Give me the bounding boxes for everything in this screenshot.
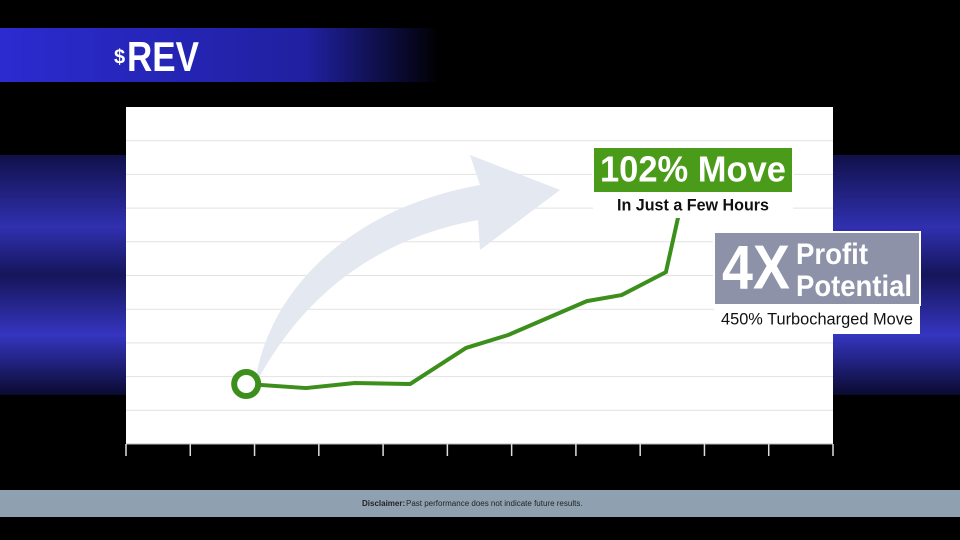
disclaimer-label: Disclaimer: xyxy=(362,499,405,508)
move-subline: In Just a Few Hours xyxy=(617,195,769,214)
disclaimer-bar xyxy=(0,490,960,517)
profit-line1: Profit xyxy=(796,238,868,271)
ticker-prefix: $ xyxy=(114,46,125,68)
profit-big: 4X xyxy=(722,233,790,302)
price-line xyxy=(246,199,684,391)
start-marker xyxy=(231,369,262,400)
profit-line2: Potential xyxy=(796,270,912,303)
move-headline: 102% Move xyxy=(600,149,786,190)
profit-subline: 450% Turbocharged Move xyxy=(721,309,913,328)
banner xyxy=(0,28,440,82)
trend-arrow xyxy=(255,155,560,385)
profit-sub-box xyxy=(714,305,920,334)
move-sub-box xyxy=(593,193,793,218)
disclaimer-text: Past performance does not indicate futur… xyxy=(406,499,583,508)
ticker-symbol: REV xyxy=(127,33,199,80)
profit-box xyxy=(713,231,921,306)
